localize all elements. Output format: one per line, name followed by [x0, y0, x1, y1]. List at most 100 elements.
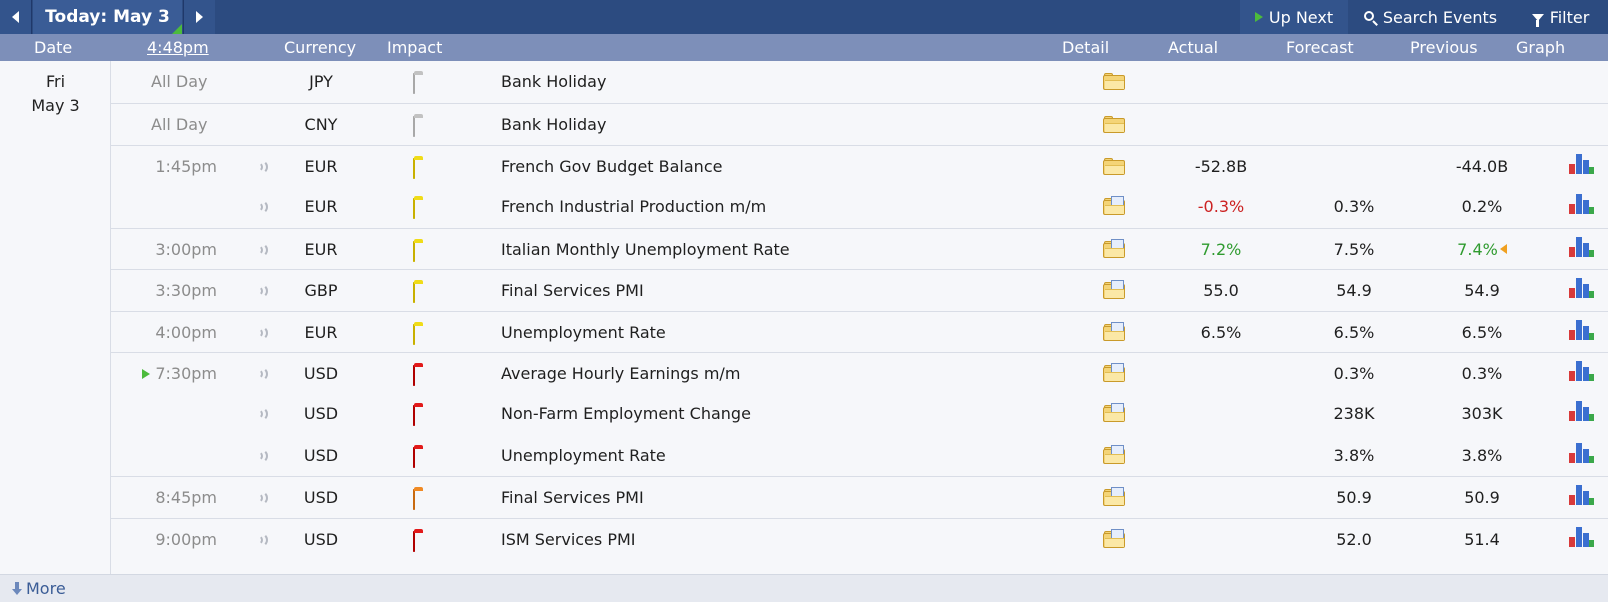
event-title[interactable]: Non-Farm Employment Change	[501, 404, 751, 423]
current-time-link[interactable]: 4:48pm	[147, 38, 209, 57]
event-forecast: 0.3%	[1333, 364, 1375, 383]
event-currency: EUR	[304, 240, 338, 259]
event-currency: USD	[303, 364, 339, 383]
event-title[interactable]: Final Services PMI	[501, 488, 644, 507]
event-time: 9:00pm	[155, 530, 217, 549]
search-events-button[interactable]: Search Events	[1349, 0, 1512, 34]
event-previous: 0.3%	[1417, 364, 1547, 383]
event-previous: 7.4%	[1417, 240, 1547, 259]
event-actual: 6.5%	[1200, 323, 1242, 342]
impact-gray-icon	[413, 73, 415, 94]
column-detail: Detail	[1062, 38, 1110, 57]
event-time: 7:30pm	[155, 364, 217, 383]
event-row[interactable]: 9:00pm USD ISM Services PMI 52.0 51.4	[111, 518, 1608, 560]
event-currency: EUR	[304, 157, 338, 176]
event-forecast: 6.5%	[1333, 323, 1375, 342]
event-time: All Day	[151, 72, 208, 91]
event-row[interactable]: 4:00pm EUR Unemployment Rate 6.5% 6.5% 6.5%	[111, 311, 1608, 353]
event-title[interactable]: Bank Holiday	[501, 115, 607, 134]
filter-button[interactable]: Filter	[1513, 0, 1608, 34]
impact-yellow-icon	[413, 198, 415, 219]
next-day-button[interactable]	[183, 0, 215, 34]
event-previous-value: 0.3%	[1461, 364, 1503, 383]
event-row[interactable]: USD Non-Farm Employment Change 238K 303K	[111, 393, 1608, 435]
event-previous-value: 303K	[1461, 404, 1503, 423]
up-next-button[interactable]: Up Next	[1240, 0, 1348, 34]
event-previous: 54.9	[1417, 281, 1547, 300]
download-arrow-icon	[12, 582, 22, 595]
event-forecast: 3.8%	[1333, 446, 1375, 465]
impact-yellow-icon	[413, 158, 415, 179]
event-title[interactable]: Unemployment Rate	[501, 323, 666, 342]
impact-red-icon	[413, 405, 415, 426]
event-row[interactable]: EUR French Industrial Production m/m -0.3%…	[111, 186, 1608, 228]
event-row[interactable]: 3:30pm GBP Final Services PMI 55.0 54.9 54.9	[111, 269, 1608, 311]
event-row[interactable]: 7:30pm USD Average Hourly Earnings m/m 0.3%…	[111, 352, 1608, 394]
table-header: Date 4:48pm Currency Impact Detail Actua…	[0, 34, 1608, 61]
impact-gray-icon	[413, 116, 415, 137]
event-row[interactable]: 8:45pm USD Final Services PMI 50.9 50.9	[111, 476, 1608, 518]
event-row[interactable]: 3:00pm EUR Italian Monthly Unemployment Ra…	[111, 228, 1608, 270]
up-next-label: Up Next	[1268, 7, 1334, 27]
column-graph: Graph	[1516, 38, 1566, 57]
event-previous: 50.9	[1417, 488, 1547, 507]
date-cell: Fri May 3	[0, 61, 111, 574]
impact-orange-icon	[413, 489, 415, 510]
impact-yellow-icon	[413, 324, 415, 345]
event-actual: -52.8B	[1194, 157, 1248, 176]
event-title[interactable]: ISM Services PMI	[501, 530, 636, 549]
column-actual: Actual	[1168, 38, 1219, 57]
arrow-right-icon	[196, 11, 203, 23]
event-title[interactable]: Bank Holiday	[501, 72, 607, 91]
event-title[interactable]: French Gov Budget Balance	[501, 157, 723, 176]
event-currency: USD	[303, 446, 339, 465]
arrow-left-icon	[12, 11, 19, 23]
event-title[interactable]: French Industrial Production m/m	[501, 197, 767, 216]
event-actual: -0.3%	[1197, 197, 1245, 216]
event-previous-value: 6.5%	[1461, 323, 1503, 342]
event-currency: EUR	[304, 323, 338, 342]
event-title[interactable]: Final Services PMI	[501, 281, 644, 300]
event-previous-value: 54.9	[1464, 281, 1500, 300]
up-next-marker-icon	[142, 369, 150, 379]
play-icon	[1254, 12, 1263, 22]
event-currency: CNY	[304, 115, 338, 134]
event-previous: -44.0B	[1417, 157, 1547, 176]
today-button[interactable]: Today: May 3	[33, 0, 182, 34]
impact-red-icon	[413, 365, 415, 386]
more-label: More	[26, 579, 66, 598]
event-row[interactable]: USD Unemployment Rate 3.8% 3.8%	[111, 435, 1608, 477]
column-date: Date	[34, 38, 73, 57]
impact-yellow-icon	[413, 282, 415, 303]
event-previous: 303K	[1417, 404, 1547, 423]
filter-icon	[1531, 13, 1544, 27]
event-row[interactable]: All Day JPY Bank Holiday	[111, 61, 1608, 103]
filter-label: Filter	[1549, 7, 1590, 27]
event-currency: USD	[303, 404, 339, 423]
event-time: 4:00pm	[155, 323, 217, 342]
today-label: Today: May 3	[45, 7, 170, 27]
event-actual: 55.0	[1203, 281, 1239, 300]
revised-marker-icon[interactable]	[1499, 244, 1507, 254]
event-title[interactable]: Average Hourly Earnings m/m	[501, 364, 741, 383]
event-previous-value: -44.0B	[1455, 157, 1509, 176]
event-title[interactable]: Italian Monthly Unemployment Rate	[501, 240, 790, 259]
event-row[interactable]: All Day CNY Bank Holiday	[111, 103, 1608, 145]
date-weekday: Fri	[45, 72, 66, 91]
event-title[interactable]: Unemployment Rate	[501, 446, 666, 465]
event-time: 1:45pm	[155, 157, 217, 176]
event-forecast: 7.5%	[1333, 240, 1375, 259]
corner-marker-icon	[172, 24, 182, 34]
impact-red-icon	[413, 531, 415, 552]
more-link[interactable]: More	[12, 579, 66, 598]
event-previous-value: 51.4	[1464, 530, 1500, 549]
impact-red-icon	[413, 447, 415, 468]
event-previous-value: 7.4%	[1457, 240, 1498, 259]
search-icon	[1363, 10, 1378, 26]
event-currency: GBP	[304, 281, 338, 300]
event-row[interactable]: 1:45pm EUR French Gov Budget Balance -52.8B…	[111, 145, 1608, 187]
event-currency: USD	[303, 530, 339, 549]
event-currency: EUR	[304, 197, 338, 216]
column-currency: Currency	[284, 38, 357, 57]
previous-day-button[interactable]	[0, 0, 32, 34]
